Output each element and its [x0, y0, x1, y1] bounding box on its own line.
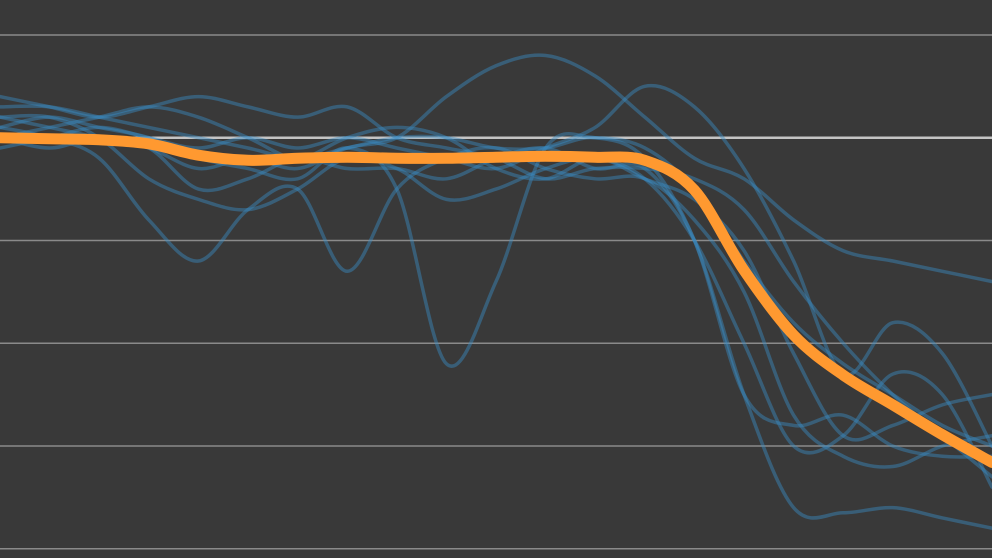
series-line	[0, 125, 992, 469]
series-line	[0, 104, 992, 459]
series-line	[0, 135, 992, 530]
series-line	[0, 53, 992, 284]
series-line	[0, 94, 992, 479]
series-line	[0, 105, 992, 442]
series-line	[0, 113, 992, 489]
highlight-line	[0, 132, 992, 468]
